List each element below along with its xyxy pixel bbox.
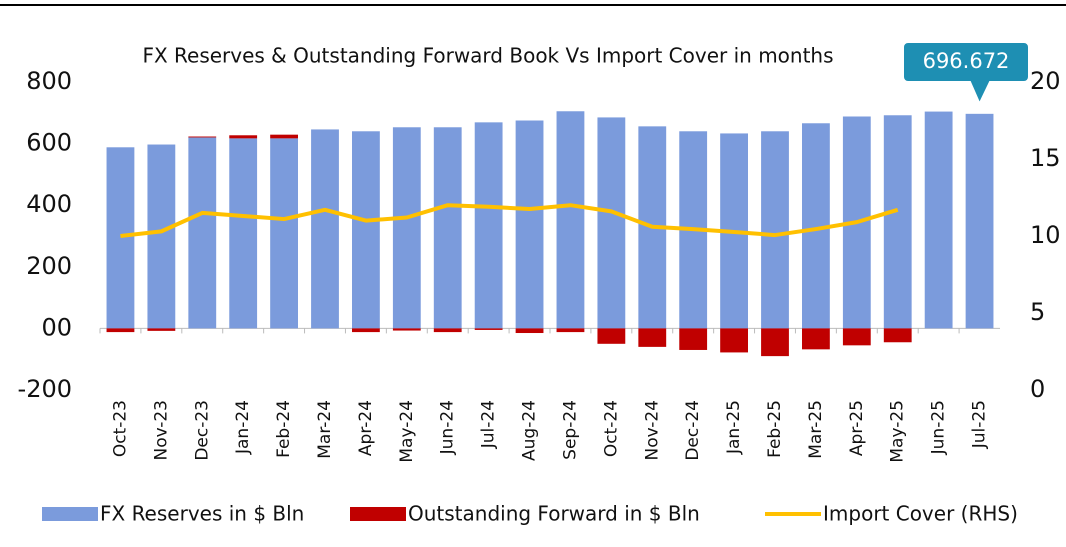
y-tick-label: -200	[18, 375, 72, 403]
x-tick-label: Sep-24	[560, 400, 580, 460]
bar	[802, 328, 830, 350]
bar	[556, 328, 585, 333]
bar	[147, 328, 176, 331]
bar	[597, 117, 626, 329]
y-tick-label: 00	[41, 313, 72, 341]
bar	[270, 134, 298, 139]
x-tick-label: Jun-25	[929, 400, 949, 455]
y2-tick-label: 5	[1030, 298, 1045, 326]
x-tick-label: Mar-25	[806, 400, 826, 459]
bar	[597, 328, 626, 344]
x-tick-label: May-25	[888, 400, 908, 463]
bar	[106, 328, 135, 333]
bar	[965, 113, 994, 329]
x-tick-label: Feb-25	[765, 400, 785, 458]
x-tick-label: Aug-24	[520, 400, 540, 461]
bar	[474, 122, 503, 329]
callout-label: 696.672	[923, 49, 1010, 73]
bar	[392, 127, 421, 329]
bar	[188, 136, 217, 138]
bar	[229, 138, 258, 329]
x-tick-label: Jan-25	[724, 400, 744, 455]
x-tick-label: Jan-24	[233, 400, 253, 455]
legend-label: FX Reserves in $ Bln	[100, 502, 304, 526]
bar	[433, 328, 462, 333]
x-tick-label: Mar-24	[315, 400, 335, 459]
bar	[392, 328, 421, 331]
x-tick-label: Nov-23	[151, 400, 171, 461]
x-tick-label: May-24	[397, 400, 417, 463]
x-tick-label: Nov-24	[642, 400, 662, 461]
x-tick-label: Jun-24	[438, 400, 458, 455]
bar	[883, 328, 912, 343]
bar	[842, 328, 871, 346]
y-tick-label: 400	[26, 190, 72, 218]
bar	[515, 120, 544, 329]
y2-tick-label: 10	[1030, 221, 1061, 249]
x-tick-label: Oct-23	[110, 400, 130, 457]
legend-label: Import Cover (RHS)	[823, 502, 1018, 526]
bar	[515, 328, 544, 334]
bar	[761, 131, 789, 329]
bar	[924, 111, 953, 329]
bar	[311, 129, 339, 329]
y-tick-label: 200	[26, 252, 72, 280]
bar	[270, 138, 298, 329]
x-tick-label: Dec-24	[683, 400, 703, 461]
y2-tick-label: 20	[1030, 67, 1061, 95]
bar	[474, 328, 503, 330]
bar	[720, 328, 748, 353]
x-tick-label: Apr-24	[356, 400, 376, 456]
bar	[106, 147, 135, 329]
line	[120, 203, 899, 238]
bar	[188, 137, 217, 329]
bar	[433, 127, 462, 329]
callout: 696.672	[902, 41, 1030, 107]
x-tick-label: Apr-25	[847, 400, 867, 456]
bar	[147, 144, 176, 329]
bar	[352, 131, 380, 329]
bar	[679, 328, 708, 350]
bar	[229, 135, 258, 139]
x-tick-label: Feb-24	[274, 400, 294, 458]
legend-swatch	[42, 507, 98, 521]
legend-swatch	[350, 507, 406, 521]
y2-tick-label: 15	[1030, 144, 1061, 172]
bar	[352, 328, 380, 333]
bar	[761, 328, 789, 357]
bar	[883, 115, 912, 329]
bar	[638, 328, 667, 347]
bar	[556, 111, 585, 329]
legend-label: Outstanding Forward in $ Bln	[408, 502, 700, 526]
x-tick-label: Jul-24	[479, 400, 499, 449]
x-tick-label: Oct-24	[601, 400, 621, 457]
y-tick-label: 800	[26, 67, 72, 95]
y2-tick-label: 0	[1030, 375, 1045, 403]
x-tick-label: Dec-23	[192, 400, 212, 461]
x-tick-label: Jul-25	[970, 400, 990, 449]
chart-title: FX Reserves & Outstanding Forward Book V…	[142, 44, 833, 68]
callout-box	[902, 41, 1030, 107]
y-tick-label: 600	[26, 129, 72, 157]
